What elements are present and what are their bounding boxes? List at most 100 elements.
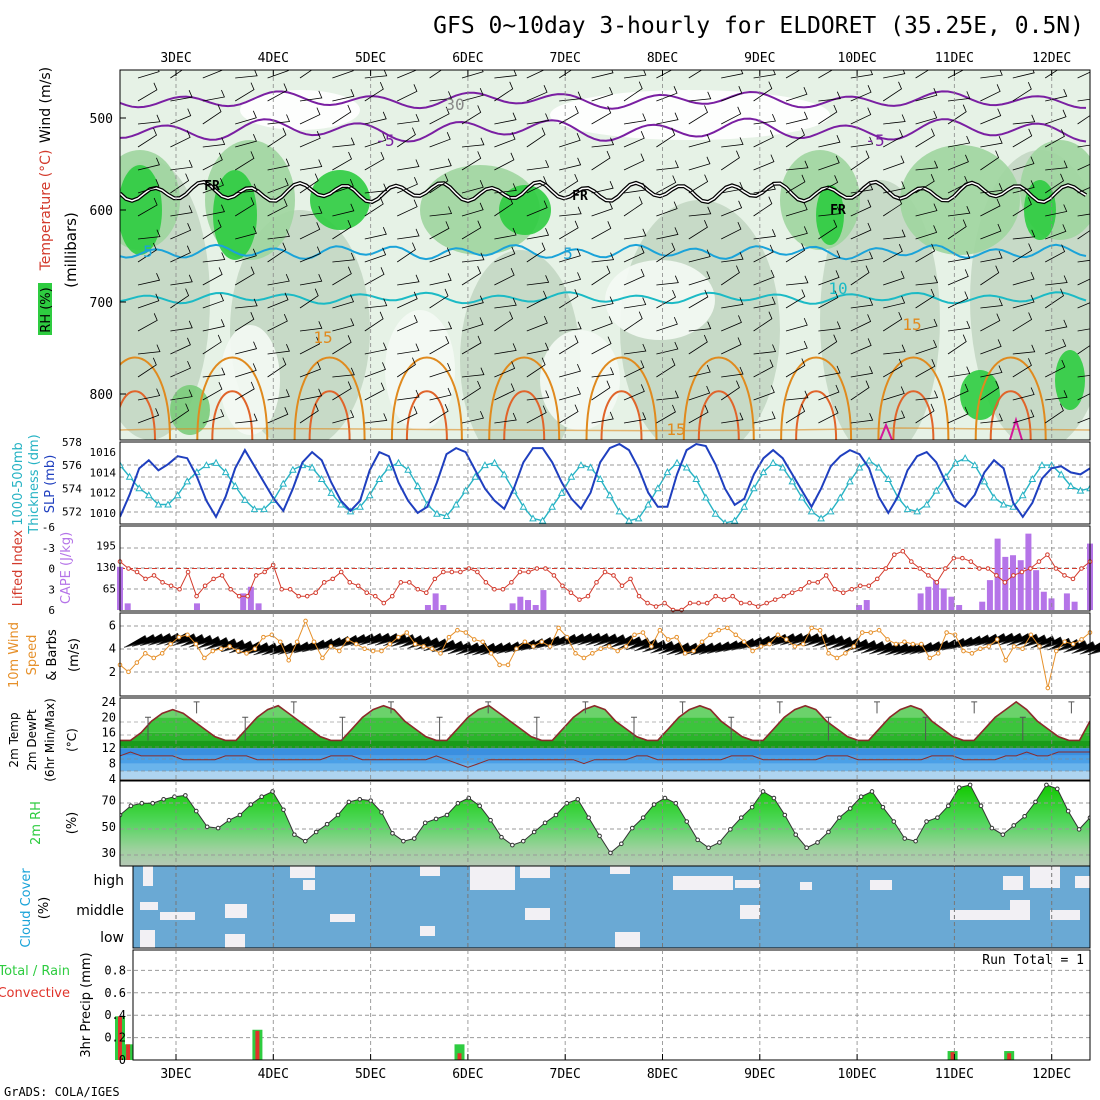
- rh-contour: [385, 310, 455, 430]
- wind-speed-point: [1028, 632, 1034, 638]
- rh-point: [150, 800, 155, 806]
- y-tick-label: 24: [102, 695, 116, 709]
- thickness-line: [120, 457, 1090, 524]
- lifted-index-point: [475, 569, 480, 575]
- wind-barb: [915, 160, 939, 171]
- isotherm-15: [780, 356, 853, 440]
- wind-speed-point: [767, 641, 772, 647]
- wind-barb: [235, 341, 258, 355]
- rh-point: [510, 842, 515, 848]
- isotherm-20: [795, 390, 838, 440]
- minmax-whisker: [1068, 701, 1075, 714]
- lifted-index-point: [364, 590, 370, 596]
- wind-barb: [721, 366, 744, 378]
- cloud-gap: [290, 866, 315, 878]
- wind-barb: [267, 242, 287, 263]
- thickness-point: [250, 505, 259, 513]
- minmax-whisker: [679, 701, 686, 714]
- y-tick-label: 800: [90, 388, 113, 403]
- wind-barb: [915, 275, 939, 286]
- wind-barb: [1012, 312, 1033, 332]
- cloud-panel: high middle low: [76, 866, 1090, 948]
- cloud-gap: [225, 904, 247, 918]
- contour-label: 5: [143, 242, 153, 261]
- rh-point: [640, 815, 646, 820]
- wind-barb: [234, 312, 255, 332]
- thickness-point: [337, 500, 345, 508]
- wind-barb: [915, 288, 935, 309]
- wind-barb: [980, 380, 1000, 401]
- lifted-index-point: [619, 583, 625, 589]
- rh-point: [651, 802, 657, 807]
- wind-barb: [397, 274, 420, 286]
- wind-barb: [850, 136, 874, 148]
- wind-barb: [429, 70, 443, 79]
- thickness-point: [260, 505, 268, 513]
- lifted-index-point: [194, 593, 199, 599]
- slp-line: [120, 442, 1090, 520]
- wind-speed-point: [446, 634, 452, 640]
- wind-barb: [623, 360, 645, 378]
- lifted-index-point: [262, 569, 267, 575]
- axis-title-precip-total: Total / Rain: [0, 964, 70, 979]
- thickness-point: [385, 463, 393, 471]
- lifted-index-point: [1045, 552, 1050, 557]
- wind-barb: [818, 290, 839, 309]
- wind-barb: [170, 320, 193, 332]
- thickness-point: [711, 509, 720, 517]
- lifted-index-point: [900, 548, 906, 554]
- rh-contour: [1055, 350, 1085, 410]
- upper-air-field: -5 -5 FR FR FR 5 5 10 15 15 15 30: [120, 70, 1090, 440]
- wind-speed-point: [379, 648, 384, 654]
- lifted-index-point: [994, 573, 999, 578]
- wind-speed-point: [235, 648, 241, 654]
- lifted-index-point: [372, 593, 378, 599]
- lifted-index-point: [500, 586, 506, 592]
- contour-label: 15: [666, 420, 685, 439]
- wind-barb: [591, 70, 614, 79]
- cape-bar: [933, 580, 940, 610]
- wind-speed-point: [345, 637, 351, 642]
- precip-convective-bar: [1007, 1053, 1012, 1060]
- wind-barb: [721, 106, 742, 125]
- wind-barb: [137, 179, 160, 194]
- wind-barb: [591, 265, 611, 286]
- rh-point: [749, 804, 755, 810]
- axis-title-slp: SLP (mb): [43, 455, 58, 514]
- y-tick-label: 574: [62, 482, 82, 495]
- wind-barb: [364, 413, 388, 424]
- isotherm-20: [697, 390, 740, 440]
- axis-title-precip-conv: Convective: [0, 986, 70, 1001]
- wind-barb: [753, 296, 776, 309]
- y-tick-label: 1016: [90, 446, 117, 459]
- wind-speed-point: [927, 655, 933, 661]
- lifted-index-point: [389, 593, 395, 599]
- y-tick-label: 0.8: [104, 963, 126, 977]
- isotherm-25: [879, 422, 893, 440]
- wind-barb: [559, 91, 582, 102]
- rh-point: [499, 834, 504, 840]
- y-tick-label: 576: [62, 459, 82, 472]
- precip-convective-bar: [126, 1044, 131, 1060]
- wind-barb: [753, 269, 775, 286]
- wind-barb: [299, 107, 321, 125]
- thickness-point: [682, 463, 691, 471]
- wind-barb: [818, 270, 840, 286]
- wind-barb: [623, 196, 643, 217]
- wind-barb: [623, 268, 645, 286]
- wind-speed-point: [944, 630, 949, 635]
- lifted-index-point: [160, 580, 165, 585]
- wind-speed-point: [455, 627, 460, 633]
- wind-speed-point: [809, 625, 814, 631]
- lifted-index-point: [713, 593, 718, 599]
- wind-barb: [526, 275, 550, 286]
- minmax-whisker: [193, 701, 200, 714]
- y-tick-label: 130: [96, 561, 116, 574]
- cloud-gap: [143, 866, 153, 886]
- isotherm-20: [989, 390, 1032, 440]
- thickness-point: [356, 502, 364, 510]
- rh-point: [891, 819, 897, 824]
- thickness-point: [605, 491, 614, 499]
- wind-barb: [234, 151, 255, 171]
- lifted-index-point: [687, 600, 693, 606]
